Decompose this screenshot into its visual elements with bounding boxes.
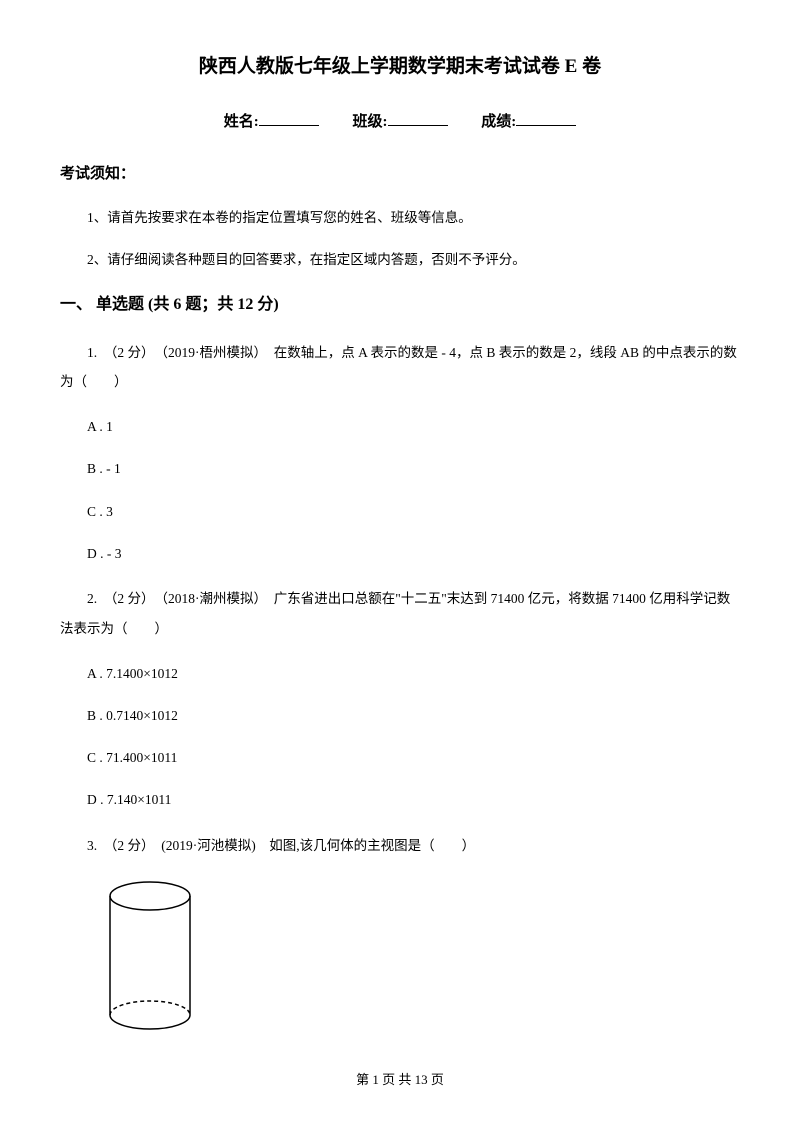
q1-option-a: A . 1 — [60, 415, 740, 439]
section-1-title: 一、 单选题 (共 6 题；共 12 分) — [60, 291, 740, 320]
page-footer: 第 1 页 共 13 页 — [60, 1068, 740, 1091]
notice-item-1: 1、请首先按要求在本卷的指定位置填写您的姓名、班级等信息。 — [60, 206, 740, 230]
class-blank[interactable] — [388, 125, 448, 126]
q2-option-c: C . 71.400×1011 — [60, 746, 740, 770]
q1-option-d: D . - 3 — [60, 542, 740, 566]
student-info-line: 姓名: 班级: 成绩: — [60, 109, 740, 136]
name-label: 姓名: — [224, 114, 259, 130]
question-2: 2. （2 分） （2018·潮州模拟） 广东省进出口总额在"十二五"末达到 7… — [60, 584, 740, 643]
cylinder-icon — [100, 878, 200, 1033]
cylinder-figure — [100, 878, 740, 1042]
score-blank[interactable] — [516, 125, 576, 126]
question-1: 1. （2 分） （2019·梧州模拟） 在数轴上，点 A 表示的数是 - 4，… — [60, 338, 740, 397]
q1-option-c: C . 3 — [60, 500, 740, 524]
name-blank[interactable] — [259, 125, 319, 126]
notice-item-2: 2、请仔细阅读各种题目的回答要求，在指定区域内答题，否则不予评分。 — [60, 248, 740, 272]
question-3: 3. （2 分） (2019·河池模拟) 如图,该几何体的主视图是（ ） — [60, 831, 740, 861]
q2-option-b: B . 0.7140×1012 — [60, 704, 740, 728]
q1-option-b: B . - 1 — [60, 457, 740, 481]
class-label: 班级: — [353, 114, 388, 130]
q2-option-a: A . 7.1400×1012 — [60, 662, 740, 686]
q2-option-d: D . 7.140×1011 — [60, 788, 740, 812]
score-label: 成绩: — [481, 114, 516, 130]
exam-title: 陕西人教版七年级上学期数学期末考试试卷 E 卷 — [60, 50, 740, 84]
notice-title: 考试须知： — [60, 161, 740, 188]
